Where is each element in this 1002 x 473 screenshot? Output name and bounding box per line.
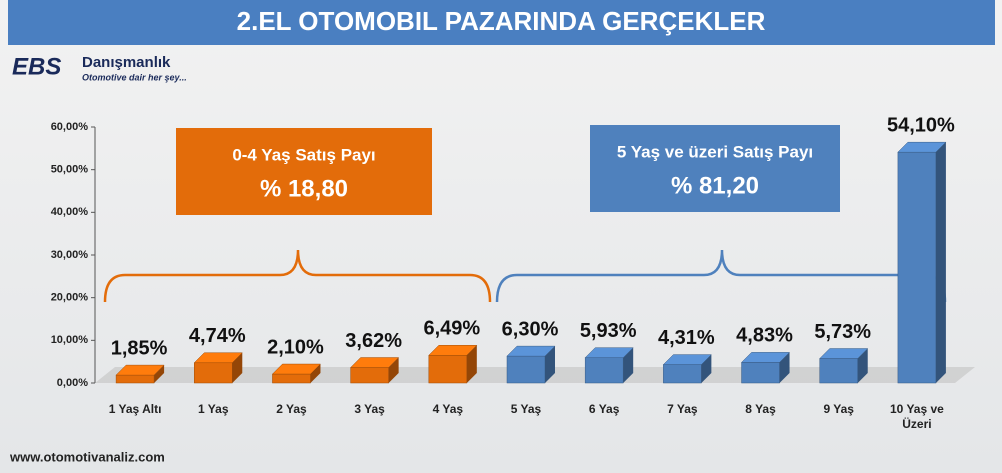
x-tick-label: 9 Yaş	[823, 402, 854, 416]
x-tick-label: 8 Yaş	[745, 402, 776, 416]
x-tick-label: 5 Yaş	[510, 402, 542, 416]
bar-front	[741, 362, 780, 384]
y-tick-label: 0,00%	[57, 377, 88, 389]
x-tick-label: 2 Yaş	[276, 402, 307, 416]
chart-title: 2.EL OTOMOBIL PAZARINDA GERÇEKLER	[237, 6, 766, 36]
logo-name: EBS	[12, 53, 61, 80]
x-tick-label: 4 Yaş	[432, 402, 464, 416]
value-label: 2,10%	[267, 336, 324, 358]
annotation-title: 0-4 Yaş Satış Payı	[232, 145, 375, 164]
bar	[897, 141, 947, 384]
x-tick-label: 6 Yaş	[588, 402, 620, 416]
value-label: 6,30%	[502, 318, 559, 340]
bar-side	[466, 345, 477, 383]
bar-front	[272, 373, 311, 384]
bar-front	[428, 355, 468, 384]
bar	[350, 357, 400, 384]
website: www.otomotivanaliz.com	[9, 449, 165, 464]
y-tick-label: 60,00%	[51, 121, 89, 133]
x-tick-label: 1 Yaş	[198, 402, 229, 416]
logo-slogan: Otomotive dair her şey...	[82, 72, 187, 82]
value-label: 1,85%	[111, 337, 168, 359]
bar	[506, 345, 556, 384]
y-tick-label: 40,00%	[51, 206, 89, 218]
logo-company: Danışmanlık	[82, 54, 171, 71]
value-label: 54,10%	[887, 114, 955, 136]
bar-front	[663, 364, 702, 384]
x-tick-label: 10 Yaş ve Üzeri	[889, 402, 944, 431]
value-label: 4,74%	[189, 325, 246, 347]
y-tick-label: 30,00%	[51, 249, 89, 261]
annotation-text: % 81,20	[671, 172, 759, 199]
y-tick-label: 20,00%	[51, 292, 89, 304]
bar-side	[232, 352, 243, 383]
title-bar	[8, 0, 995, 45]
annotation-text: % 18,80	[260, 175, 348, 202]
bar	[662, 354, 712, 384]
value-label: 3,62%	[345, 330, 402, 352]
bar-side	[935, 142, 946, 383]
bar-front	[194, 362, 233, 384]
value-label: 4,83%	[736, 325, 793, 347]
bar-side	[857, 348, 868, 383]
bar-side	[779, 352, 790, 383]
y-tick-label: 10,00%	[51, 334, 89, 346]
bar	[271, 363, 322, 384]
bar-side	[545, 346, 555, 383]
bar-front	[350, 367, 389, 384]
annotation-title: 5 Yaş ve üzeri Satış Payı	[617, 142, 813, 161]
bar-side	[154, 365, 165, 383]
bar	[428, 345, 478, 384]
value-label: 5,73%	[814, 321, 871, 343]
bracket-young	[103, 249, 492, 303]
annotation-box	[590, 125, 840, 212]
x-tick-label: 1 Yaş Altı	[108, 402, 162, 416]
x-tick-label: 7 Yaş	[667, 402, 698, 416]
bar-front	[506, 355, 546, 384]
x-tick-label: 3 Yaş	[354, 402, 385, 416]
bar-front	[115, 374, 155, 384]
bar	[115, 364, 165, 384]
bar-side	[701, 354, 712, 383]
bar-front	[897, 151, 937, 384]
value-label: 4,31%	[658, 327, 715, 349]
bar	[819, 348, 869, 384]
bar	[193, 352, 243, 384]
value-label: 5,93%	[580, 320, 637, 342]
bar-front	[819, 358, 858, 384]
bar-side	[388, 357, 399, 383]
y-tick-label: 50,00%	[51, 164, 89, 176]
bar	[584, 347, 634, 384]
bar-front	[584, 357, 624, 384]
bar	[740, 352, 791, 384]
bar-side	[310, 364, 321, 383]
value-label: 6,49%	[423, 318, 480, 340]
annotation-box	[176, 128, 432, 215]
bar-side	[623, 347, 634, 383]
bracket-old	[495, 249, 947, 303]
